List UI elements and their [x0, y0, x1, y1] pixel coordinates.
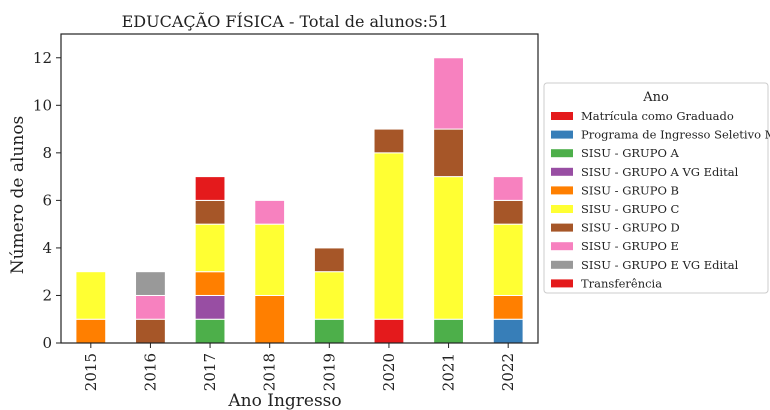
bar-segment-2017-series-5	[194, 223, 226, 273]
bar-segment-2018-series-7	[254, 199, 286, 225]
x-ticks-group: 2015 2016 2017 2018 2019 2020 2021 2022	[82, 343, 517, 391]
x-tick-label: 2016	[141, 353, 159, 391]
legend-swatch	[551, 186, 573, 195]
x-tick-label: 2021	[440, 353, 458, 391]
bar-segment-2021-series-7	[433, 57, 464, 130]
bar-segment-2017-series-6	[194, 199, 226, 225]
bar-segment-2015-series-4	[75, 318, 107, 344]
legend-swatch	[551, 167, 573, 176]
y-tick-label: 8	[42, 144, 52, 162]
bar-segment-2021-series-6	[433, 128, 464, 178]
y-tick-label: 10	[33, 96, 52, 114]
bar-segment-2021-series-5	[433, 176, 464, 320]
x-tick-label: 2017	[201, 353, 219, 391]
bar-segment-2022-series-7	[492, 176, 524, 201]
legend-swatch	[551, 279, 573, 288]
y-tick-label: 0	[42, 334, 52, 352]
bar-segment-2016-series-7	[135, 294, 166, 320]
bar-segment-2019-series-5	[313, 271, 345, 320]
legend-label: SISU - GRUPO A VG Edital	[581, 165, 739, 179]
legend-items: Matrícula como Graduado Programa de Ingre…	[551, 109, 770, 290]
bar-segment-2020-series-0	[373, 318, 405, 344]
bar-segment-2016-series-6	[135, 318, 166, 344]
bar-segment-2022-series-5	[492, 223, 524, 296]
bar-segment-2020-series-6	[373, 128, 405, 154]
legend-box	[543, 82, 769, 294]
bar-segment-2021-series-2	[433, 318, 464, 344]
chart-title: EDUCAÇÃO FÍSICA - Total de alunos:51	[122, 11, 449, 31]
bar-segment-2022-series-1	[492, 318, 524, 344]
bar-segment-2019-series-2	[313, 318, 345, 344]
x-tick-label: 2018	[261, 353, 279, 391]
y-ticks-group: 0 2 4 6 8 10 12	[33, 49, 61, 352]
bar-segment-2015-series-5	[75, 271, 107, 320]
legend-swatch	[551, 223, 573, 232]
legend-label: SISU - GRUPO A	[581, 146, 680, 160]
bar-segment-2020-series-5	[373, 152, 405, 320]
legend: Ano Matrícula como Graduado Programa de I…	[543, 82, 770, 294]
x-tick-label: 2019	[320, 353, 338, 391]
legend-label: Transferência	[581, 276, 662, 290]
y-tick-label: 12	[33, 49, 52, 67]
y-tick-label: 4	[42, 239, 52, 257]
legend-title: Ano	[642, 90, 669, 105]
legend-label: SISU - GRUPO B	[581, 183, 679, 197]
legend-swatch	[551, 242, 573, 251]
plot-frame	[60, 33, 539, 344]
legend-swatch	[551, 205, 573, 213]
legend-label: Matrícula como Graduado	[581, 109, 734, 123]
bar-segment-2018-series-5	[254, 223, 286, 296]
legend-label: SISU - GRUPO D	[581, 221, 680, 235]
legend-label: Programa de Ingresso Seletivo Misto	[581, 128, 770, 142]
x-tick-label: 2022	[499, 353, 517, 391]
legend-swatch	[551, 149, 573, 158]
bar-segment-2022-series-6	[492, 199, 524, 225]
bar-segment-2016-series-8	[135, 271, 166, 296]
bar-segment-2022-series-4	[492, 294, 524, 320]
bar-segment-2017-series-2	[194, 318, 226, 344]
bar-segment-2019-series-6	[313, 247, 345, 273]
bar-segment-2017-series-4	[194, 271, 226, 296]
y-tick-label: 6	[42, 191, 52, 209]
legend-label: SISU - GRUPO E	[581, 239, 679, 253]
bars-group	[75, 57, 524, 344]
legend-swatch	[551, 260, 573, 269]
bar-segment-2017-series-9	[194, 176, 226, 201]
y-tick-label: 2	[42, 286, 52, 304]
legend-swatch	[551, 112, 573, 120]
x-tick-label: 2020	[380, 353, 398, 391]
legend-swatch	[551, 130, 573, 139]
y-axis-title: Número de alunos	[8, 116, 28, 275]
bar-segment-2017-series-3	[194, 294, 226, 320]
legend-label: SISU - GRUPO C	[581, 202, 680, 216]
legend-label: SISU - GRUPO E VG Edital	[581, 258, 739, 272]
x-tick-label: 2015	[82, 353, 100, 391]
x-axis-title: Ano Ingresso	[227, 391, 341, 410]
bar-segment-2018-series-4	[254, 294, 286, 344]
